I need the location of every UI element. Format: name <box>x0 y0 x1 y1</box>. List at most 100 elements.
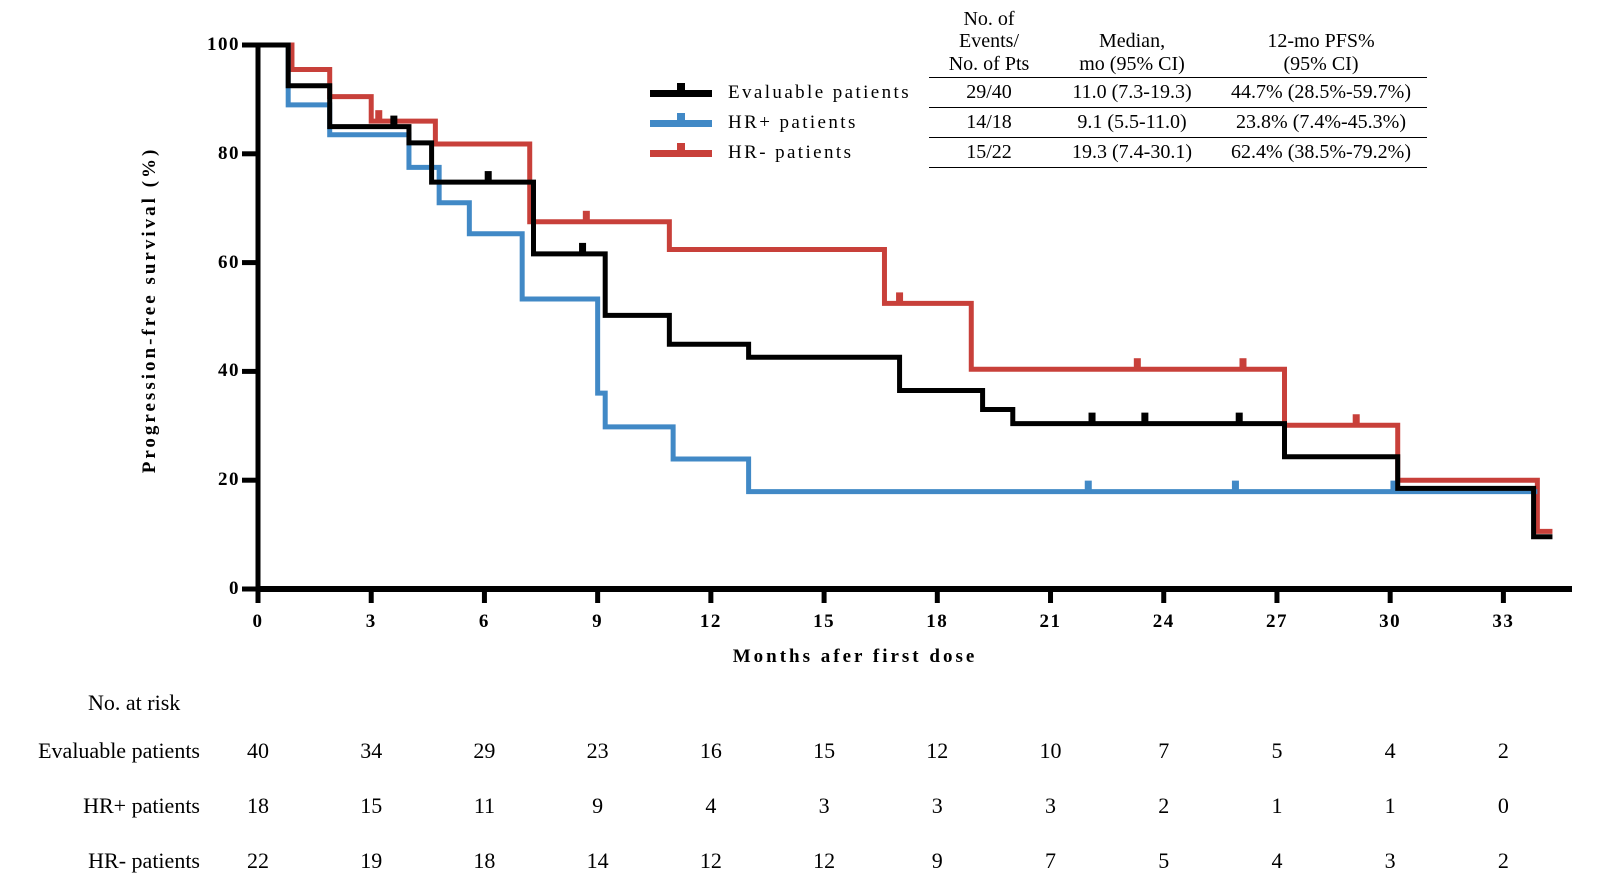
risk-value: 18 <box>247 793 269 818</box>
legend-label: HR- patients <box>728 142 854 164</box>
censor-mark <box>1231 480 1239 493</box>
x-tick-label-15: 15 <box>813 611 836 632</box>
axes <box>255 45 1572 592</box>
cell-no-of-events: 15/22 <box>929 137 1050 169</box>
series-evaluable-patients <box>258 42 1553 540</box>
censor-mark <box>1235 412 1243 425</box>
risk-table-title: No. at risk <box>88 690 181 715</box>
risk-value: 3 <box>1045 793 1057 818</box>
table-header-row: No. of Events/ No. of Pts Median, mo (95… <box>650 8 1428 79</box>
censor-mark <box>582 210 590 223</box>
header-events-line1: No. of Events/ <box>959 8 1020 53</box>
risk-value: 0 <box>1497 793 1509 818</box>
risk-value: 22 <box>247 848 269 873</box>
risk-value: 19 <box>360 848 383 873</box>
y-tick-label-60: 60 <box>218 251 240 273</box>
x-tick-label-6: 6 <box>478 611 490 632</box>
censor-mark <box>1141 412 1149 425</box>
risk-value: 23 <box>586 738 609 763</box>
risk-value: 2 <box>1158 793 1170 818</box>
y-axis-ticks <box>242 42 258 592</box>
x-tick-label-33: 33 <box>1492 611 1515 632</box>
x-tick-label-12: 12 <box>699 611 722 632</box>
x-tick-label-3: 3 <box>365 611 377 632</box>
risk-value: 10 <box>1039 738 1062 763</box>
legend-row: HR- patients 15/22 19.3 (7.4-30.1) 62.4% (3… <box>650 137 1428 169</box>
risk-value: 7 <box>1158 738 1170 763</box>
y-tick-label-100: 100 <box>207 34 240 55</box>
censor-mark <box>484 171 492 184</box>
legend-row: Evaluable patients 29/40 11.0 (7.3-19.3) 44… <box>650 77 1428 109</box>
risk-value: 16 <box>699 738 722 763</box>
x-axis-ticks <box>255 589 1506 603</box>
censor-mark <box>390 115 398 128</box>
risk-value: 4 <box>705 793 717 818</box>
risk-value: 12 <box>926 738 949 763</box>
legend-row: HR+ patients 14/18 9.1 (5.5-11.0) 23.8% (7.… <box>650 107 1428 139</box>
cell-12mo-pfs: 44.7% (28.5%-59.7%) <box>1215 77 1428 109</box>
summary-stats-body: Evaluable patients 29/40 11.0 (7.3-19.3) 44… <box>650 77 1428 169</box>
legend-swatch-icon <box>650 112 712 127</box>
censor-mark <box>375 110 383 123</box>
risk-value: 9 <box>592 793 604 818</box>
risk-row-label: HR+ patients <box>83 793 200 818</box>
legend-label: Evaluable patients <box>728 82 912 104</box>
risk-value: 9 <box>931 848 943 873</box>
risk-row-label: Evaluable patients <box>38 738 200 763</box>
risk-value: 34 <box>360 738 383 763</box>
header-median-line2: mo (95% CI) <box>1079 52 1185 75</box>
risk-value: 3 <box>818 793 830 818</box>
legend-entry-1: HR+ patients <box>650 108 929 138</box>
x-tick-label-9: 9 <box>592 611 604 632</box>
risk-value: 3 <box>931 793 943 818</box>
y-tick-label-40: 40 <box>218 360 240 382</box>
risk-value: 7 <box>1045 848 1057 873</box>
risk-value: 12 <box>813 848 836 873</box>
cell-median: 19.3 (7.4-30.1) <box>1049 137 1216 169</box>
y-tick-label-80: 80 <box>218 142 240 164</box>
legend-swatch-icon <box>650 82 712 97</box>
legend-entry-0: Evaluable patients <box>650 78 929 108</box>
risk-value: 15 <box>813 738 836 763</box>
risk-row: Evaluable patients 40 34 29 23 16 15 12 10 7 5 4 2 <box>0 738 1618 764</box>
risk-value: 4 <box>1384 738 1396 763</box>
header-pfs-line1: 12-mo PFS% <box>1267 30 1375 53</box>
cell-no-of-events: 14/18 <box>929 107 1050 139</box>
risk-value: 2 <box>1497 738 1509 763</box>
risk-value: 14 <box>586 848 609 873</box>
legend-entry-2: HR- patients <box>650 138 929 168</box>
cell-12mo-pfs: 23.8% (7.4%-45.3%) <box>1215 107 1428 139</box>
x-tick-label-21: 21 <box>1039 611 1062 632</box>
risk-row: HR- patients 22 19 18 14 12 12 9 7 5 4 3 2 <box>0 848 1618 874</box>
summary-stats-legend: No. of Events/ No. of Pts Median, mo (95… <box>650 8 1428 169</box>
censor-mark <box>1239 358 1247 371</box>
cell-no-of-events: 29/40 <box>929 77 1050 109</box>
censor-mark <box>1390 480 1398 493</box>
cell-median: 9.1 (5.5-11.0) <box>1049 107 1216 139</box>
risk-row-label: HR- patients <box>88 848 200 873</box>
header-12mo-pfs: 12-mo PFS% (95% CI) <box>1215 8 1428 79</box>
risk-value: 1 <box>1384 793 1396 818</box>
header-pfs-line2: (95% CI) <box>1283 52 1359 75</box>
risk-value: 5 <box>1158 848 1170 873</box>
x-tick-label-30: 30 <box>1379 611 1402 632</box>
risk-value: 4 <box>1271 848 1283 873</box>
y-axis-title: Progression-free survival (%) <box>139 146 160 474</box>
header-events-line2: No. of Pts <box>948 52 1030 75</box>
y-tick-label-0: 0 <box>229 578 240 599</box>
risk-value: 29 <box>473 738 496 763</box>
cell-12mo-pfs: 62.4% (38.5%-79.2%) <box>1215 137 1428 169</box>
risk-value: 11 <box>473 793 496 818</box>
header-median-line1: Median, <box>1098 30 1166 53</box>
header-no-of-events: No. of Events/ No. of Pts <box>929 8 1050 79</box>
censor-mark <box>896 292 904 305</box>
risk-value: 2 <box>1497 848 1509 873</box>
y-tick-label-20: 20 <box>218 469 240 491</box>
x-tick-label-24: 24 <box>1152 611 1175 632</box>
risk-value: 1 <box>1271 793 1283 818</box>
x-tick-label-18: 18 <box>926 611 949 632</box>
header-median: Median, mo (95% CI) <box>1049 8 1216 79</box>
risk-value: 15 <box>360 793 383 818</box>
x-tick-label-27: 27 <box>1265 611 1288 632</box>
